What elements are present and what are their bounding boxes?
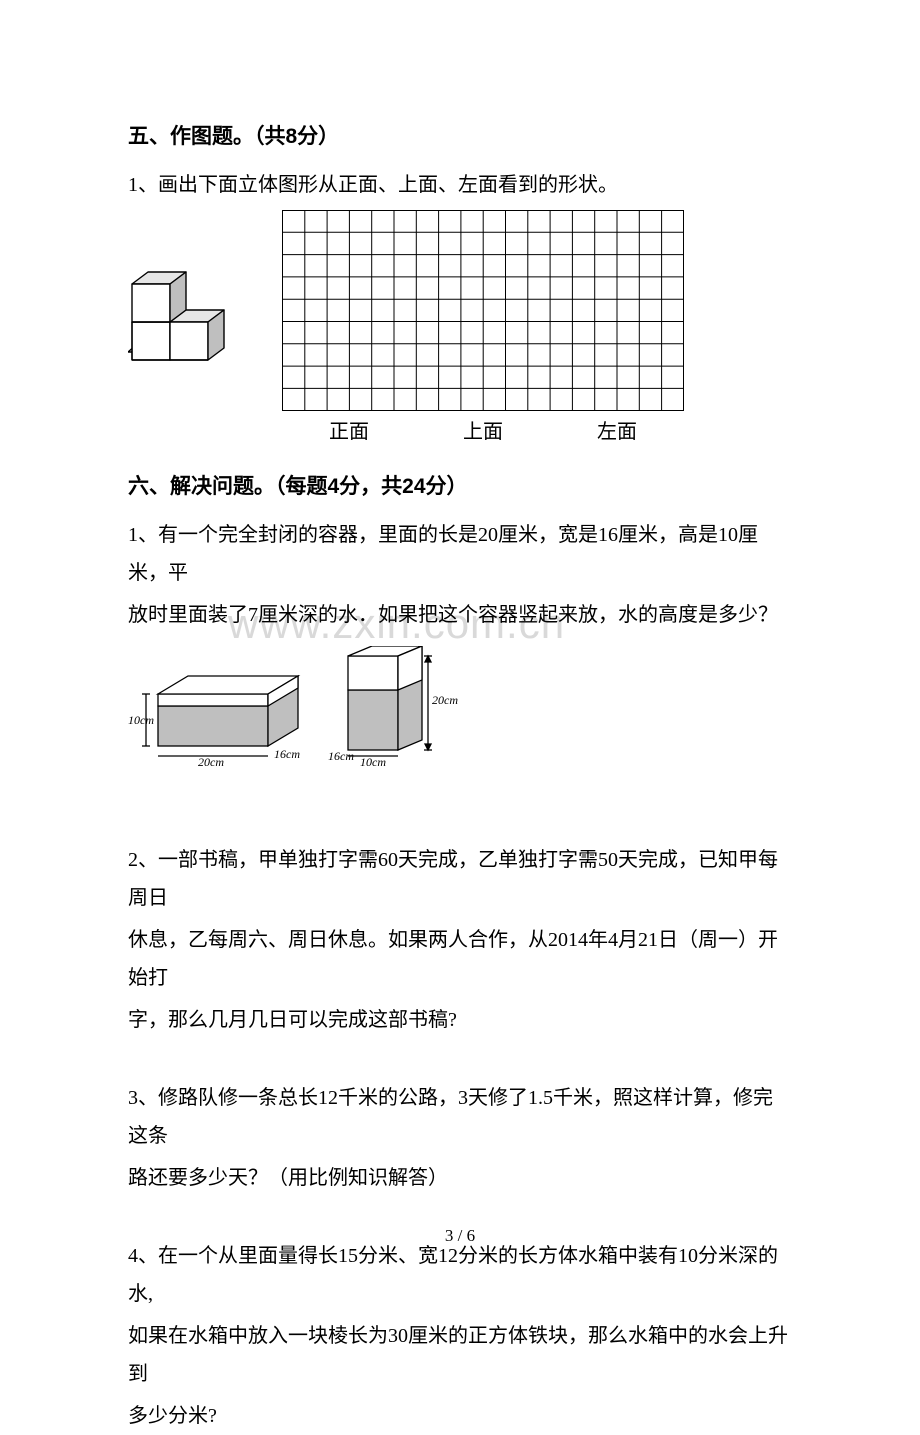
s6-q3: 3、修路队修一条总长12千米的公路，3天修了1.5千米，照这样计算，修完这条 路… <box>128 1079 792 1197</box>
section6-title: 六、解决问题。（每题4分，共24分） <box>128 470 792 500</box>
section5-title: 五、作图题。（共8分） <box>128 120 792 150</box>
s6-q2: 2、一部书稿，甲单独打字需60天完成，乙单独打字需50天完成，已知甲每周日 休息… <box>128 841 792 1039</box>
flat-h-label: 10cm <box>128 713 154 727</box>
grid-label-left: 左面 <box>550 415 684 444</box>
s5-figure-row: 正面 上面 左面 <box>128 210 792 444</box>
s6-q2-l3: 字，那么几月几日可以完成这部书稿? <box>128 1001 792 1039</box>
grid-labels: 正面 上面 左面 <box>282 415 684 444</box>
s6-q4-l2: 如果在水箱中放入一块棱长为30厘米的正方体铁块，那么水箱中的水会上升到 <box>128 1317 792 1393</box>
cube-3d-figure <box>128 264 254 364</box>
s5-q1: 1、画出下面立体图形从正面、上面、左面看到的形状。 <box>128 166 792 204</box>
answer-grid <box>282 210 684 411</box>
s6-q4-l3: 多少分米? <box>128 1397 792 1435</box>
flat-d-label: 16cm <box>274 747 300 761</box>
up-w-label: 10cm <box>360 755 386 766</box>
flat-w-label: 20cm <box>198 755 224 766</box>
grid-label-front: 正面 <box>282 415 416 444</box>
s6-q3-l1: 3、修路队修一条总长12千米的公路，3天修了1.5千米，照这样计算，修完这条 <box>128 1079 792 1155</box>
grid-label-top: 上面 <box>416 415 550 444</box>
grid-wrap: 正面 上面 左面 <box>282 210 684 444</box>
container-figures: 10cm 20cm 16cm <box>128 646 468 766</box>
up-h-label: 20cm <box>432 693 458 707</box>
page-content: 五、作图题。（共8分） 1、画出下面立体图形从正面、上面、左面看到的形状。 <box>128 120 792 1435</box>
s6-q2-l2: 休息，乙每周六、周日休息。如果两人合作，从2014年4月21日（周一）开始打 <box>128 921 792 997</box>
s6-q1-l2: 放时里面装了7厘米深的水．如果把这个容器竖起来放，水的高度是多少？ <box>128 596 792 634</box>
s6-q1-l1: 1、有一个完全封闭的容器，里面的长是20厘米，宽是16厘米，高是10厘米，平 <box>128 516 792 592</box>
s6-q3-l2: 路还要多少天？（用比例知识解答） <box>128 1159 792 1197</box>
s6-q2-l1: 2、一部书稿，甲单独打字需60天完成，乙单独打字需50天完成，已知甲每周日 <box>128 841 792 917</box>
s6-q4: 4、在一个从里面量得长15分米、宽12分米的长方体水箱中装有10分米深的水, 如… <box>128 1237 792 1435</box>
s6-q1: 1、有一个完全封闭的容器，里面的长是20厘米，宽是16厘米，高是10厘米，平 放… <box>128 516 792 801</box>
